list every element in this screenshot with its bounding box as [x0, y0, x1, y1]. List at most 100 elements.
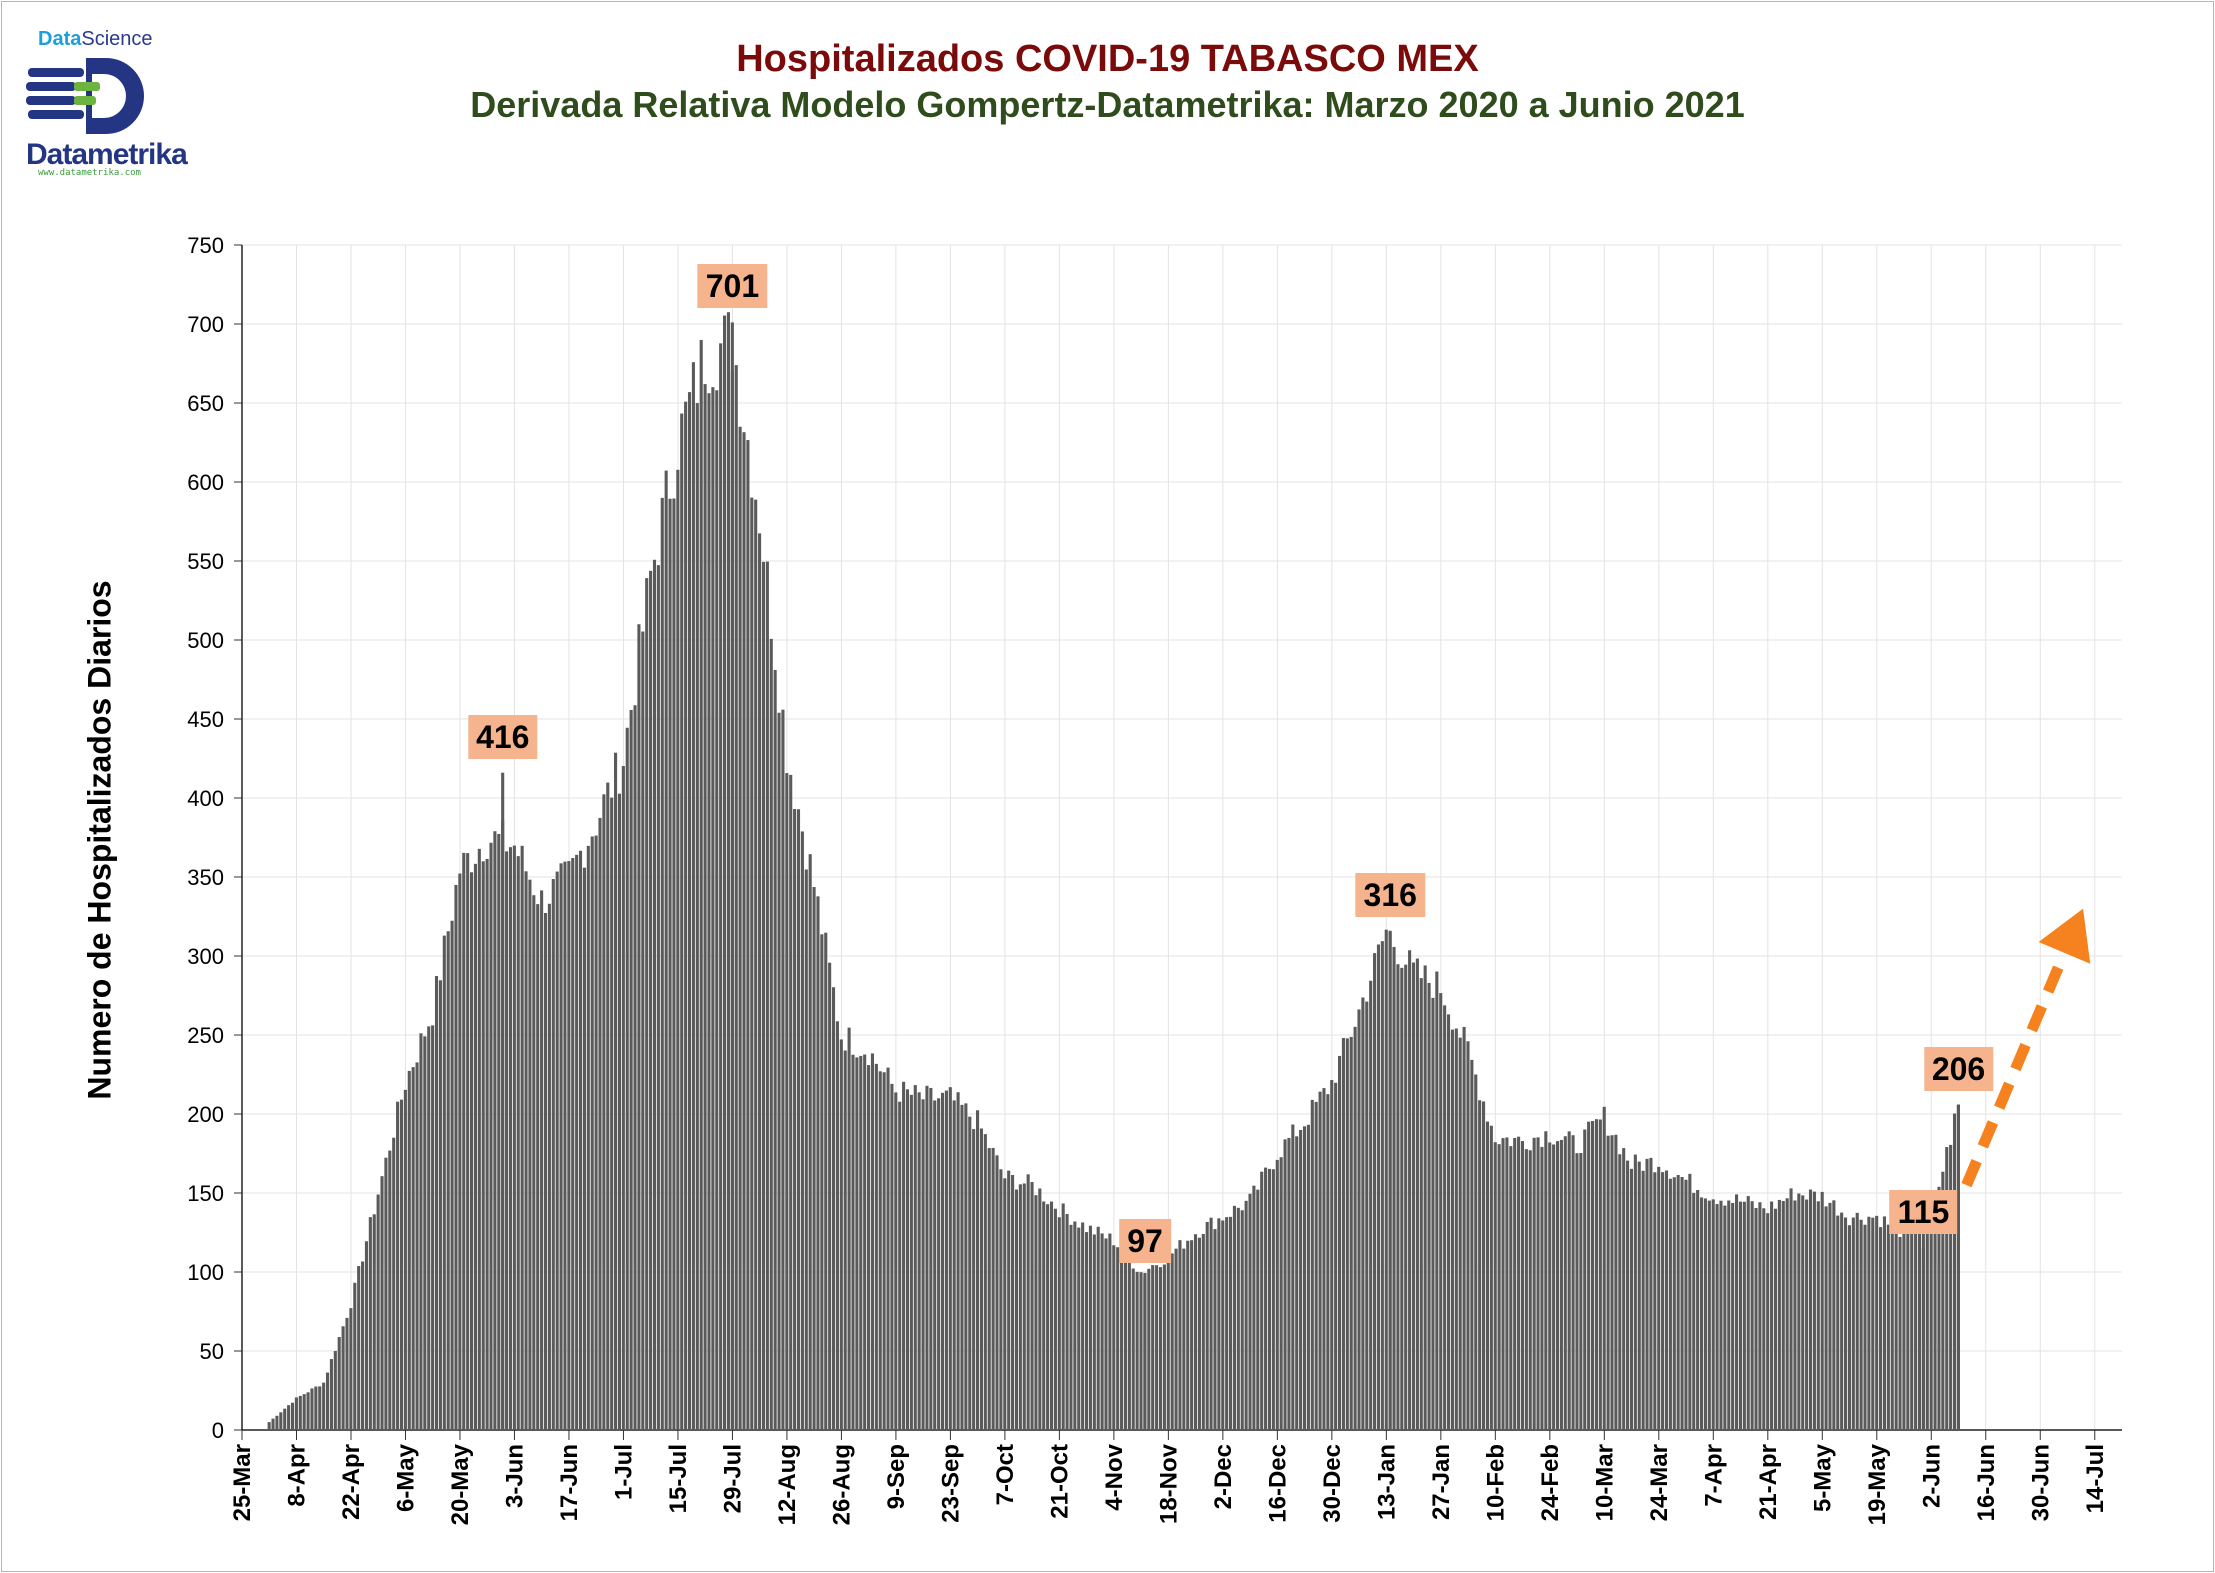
- bar: [1832, 1200, 1836, 1430]
- bar: [1030, 1181, 1034, 1430]
- bar: [423, 1036, 427, 1430]
- bar: [1879, 1227, 1883, 1430]
- bar: [1801, 1195, 1805, 1430]
- annotated-bar: [730, 322, 734, 1430]
- bar: [1820, 1191, 1824, 1430]
- bar: [1318, 1091, 1322, 1430]
- bar: [590, 836, 594, 1430]
- bar: [1007, 1170, 1011, 1430]
- bar: [800, 831, 804, 1430]
- bar: [1252, 1185, 1256, 1430]
- bar: [341, 1326, 345, 1430]
- bar: [1688, 1173, 1692, 1430]
- bar: [1750, 1201, 1754, 1430]
- bar: [645, 578, 649, 1430]
- bar: [1271, 1169, 1275, 1430]
- bar: [1186, 1240, 1190, 1430]
- y-tick-label: 0: [212, 1418, 224, 1443]
- bar: [1509, 1146, 1513, 1430]
- bar: [625, 727, 629, 1430]
- bar: [1945, 1147, 1949, 1430]
- bar: [680, 413, 684, 1430]
- y-tick-label: 750: [187, 233, 224, 258]
- bar: [1493, 1142, 1497, 1430]
- bar: [1014, 1189, 1019, 1430]
- x-tick-label: 4-Nov: [1101, 1443, 1128, 1510]
- bar: [1614, 1134, 1618, 1430]
- bar: [1703, 1198, 1707, 1430]
- bar: [1151, 1265, 1155, 1430]
- bar: [1065, 1213, 1069, 1430]
- bar: [1548, 1142, 1552, 1430]
- bar: [477, 848, 481, 1430]
- bar: [617, 793, 622, 1430]
- bar: [964, 1103, 968, 1430]
- bar: [1073, 1221, 1077, 1430]
- bar: [890, 1083, 894, 1430]
- x-tick-label: 24-Feb: [1537, 1444, 1564, 1521]
- bar: [322, 1382, 326, 1430]
- bar: [442, 935, 446, 1430]
- bar: [948, 1087, 952, 1430]
- bar: [470, 872, 474, 1430]
- bar: [781, 709, 785, 1430]
- x-tick-label: 27-Jan: [1428, 1444, 1455, 1520]
- bar: [1661, 1172, 1665, 1430]
- bar: [808, 854, 812, 1430]
- bar: [586, 845, 590, 1430]
- bar: [1361, 997, 1365, 1430]
- bar: [641, 631, 645, 1430]
- bar: [329, 1359, 333, 1430]
- bar: [976, 1110, 980, 1430]
- bar: [684, 401, 688, 1431]
- bar: [1310, 1099, 1314, 1430]
- bar: [493, 831, 497, 1430]
- bar: [1116, 1247, 1120, 1430]
- y-tick-label: 600: [187, 470, 224, 495]
- bar: [1096, 1226, 1100, 1430]
- annotated-bar: [1388, 930, 1392, 1430]
- bar: [294, 1397, 298, 1430]
- bar: [1707, 1200, 1711, 1430]
- bar: [1875, 1215, 1879, 1430]
- bar: [1637, 1161, 1641, 1430]
- bar: [384, 1157, 388, 1430]
- bar: [952, 1100, 956, 1430]
- bar: [1314, 1101, 1318, 1430]
- bar: [1890, 1222, 1894, 1430]
- bar: [1882, 1216, 1887, 1430]
- bar: [1225, 1217, 1229, 1430]
- bar: [598, 817, 602, 1430]
- bar: [1053, 1208, 1057, 1430]
- bar: [1158, 1267, 1163, 1430]
- bar: [1365, 1001, 1369, 1430]
- bar: [1139, 1272, 1143, 1430]
- bar: [1933, 1194, 1937, 1430]
- bar: [1279, 1157, 1283, 1430]
- bar: [1049, 1201, 1054, 1430]
- bar: [1520, 1141, 1525, 1430]
- x-tick-label: 1-Jul: [610, 1444, 637, 1500]
- bar: [979, 1128, 983, 1430]
- bar: [668, 498, 672, 1430]
- bar: [1061, 1203, 1065, 1430]
- bar: [547, 903, 551, 1430]
- bar: [450, 920, 454, 1430]
- bar: [1524, 1149, 1528, 1430]
- x-tick-label: 21-Apr: [1755, 1444, 1782, 1520]
- bar: [1758, 1202, 1762, 1430]
- bar: [396, 1101, 400, 1430]
- bar: [1781, 1201, 1785, 1430]
- bar: [361, 1261, 365, 1430]
- bar: [1746, 1196, 1750, 1430]
- bar: [1680, 1176, 1684, 1430]
- x-tick-label: 16-Dec: [1264, 1444, 1291, 1523]
- annotation-label: 206: [1923, 1046, 1994, 1091]
- bar: [1513, 1137, 1517, 1430]
- bar: [1291, 1124, 1295, 1430]
- bar: [956, 1092, 960, 1430]
- bar: [723, 315, 727, 1431]
- bar: [1544, 1131, 1548, 1430]
- bar: [567, 861, 571, 1430]
